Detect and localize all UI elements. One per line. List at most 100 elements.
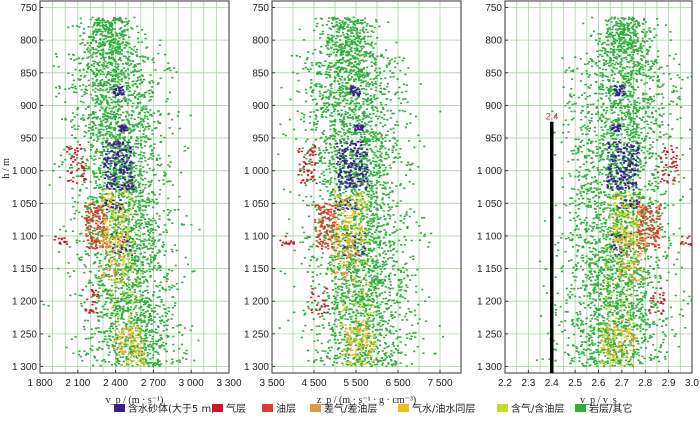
point-gas — [91, 301, 94, 303]
point-rock — [396, 292, 399, 295]
point-oil — [92, 212, 95, 215]
point-gwow — [126, 191, 129, 193]
point-water — [118, 141, 121, 144]
point-rock — [75, 91, 78, 94]
point-rock — [115, 33, 118, 35]
point-rock — [303, 113, 306, 116]
point-rock — [91, 97, 94, 99]
point-rock — [103, 24, 106, 27]
point-rock — [92, 233, 95, 235]
point-rock — [144, 311, 147, 313]
point-rock — [326, 68, 329, 70]
point-rock — [140, 161, 143, 163]
point-rock — [352, 243, 355, 246]
point-rock — [165, 328, 168, 331]
point-rock — [127, 144, 130, 146]
point-rock — [123, 209, 127, 211]
point-rock — [101, 305, 104, 308]
point-rock — [97, 46, 100, 48]
point-rock — [356, 199, 359, 201]
point-rock — [158, 157, 162, 160]
point-gas — [92, 310, 95, 312]
point-rock — [71, 187, 74, 190]
point-rock — [164, 324, 167, 326]
point-rock — [318, 208, 321, 210]
point-water — [125, 185, 128, 187]
point-rock — [354, 175, 357, 178]
point-rock — [342, 164, 345, 167]
point-rock — [168, 155, 171, 157]
point-rock — [130, 285, 133, 287]
point-rock — [87, 126, 91, 129]
point-gwow — [138, 334, 141, 337]
point-rock — [106, 35, 109, 37]
point-water — [112, 154, 115, 156]
point-water — [123, 171, 126, 174]
point-rock — [125, 99, 128, 101]
point-rock — [113, 83, 116, 86]
point-rock — [106, 80, 109, 83]
point-gasoil — [109, 296, 112, 299]
point-rock — [97, 82, 100, 85]
point-rock — [127, 166, 130, 169]
point-rock — [135, 319, 138, 322]
point-rock — [94, 76, 97, 78]
point-rock — [134, 256, 137, 258]
point-rock — [107, 177, 110, 179]
point-gasoil — [129, 253, 132, 255]
point-rock — [92, 364, 95, 367]
point-gwow — [133, 337, 136, 339]
point-gwow — [107, 198, 110, 200]
point-rock — [135, 238, 138, 240]
point-rock — [373, 69, 377, 72]
point-rock — [80, 305, 83, 307]
point-rock — [339, 285, 342, 288]
point-rock — [146, 125, 149, 128]
point-rock — [125, 85, 129, 87]
point-rock — [364, 116, 367, 119]
point-rock — [135, 164, 138, 167]
point-rock — [136, 37, 140, 40]
point-rock — [70, 155, 73, 157]
point-rock — [97, 138, 100, 140]
point-rock — [125, 141, 128, 143]
point-rock — [102, 171, 105, 174]
point-rock — [149, 109, 152, 111]
point-rock — [141, 362, 144, 364]
point-rock — [122, 34, 125, 36]
point-rock — [423, 233, 426, 236]
point-gas — [79, 175, 83, 177]
point-rock — [111, 35, 114, 38]
point-rock — [110, 87, 113, 90]
point-rock — [96, 29, 99, 31]
point-gas — [80, 166, 84, 168]
point-rock — [119, 356, 122, 358]
point-rock — [129, 152, 132, 155]
point-rock — [93, 73, 96, 76]
point-rock — [78, 211, 81, 214]
point-rock — [104, 288, 107, 291]
point-oil — [89, 208, 92, 211]
point-rock — [124, 265, 127, 267]
point-rock — [114, 31, 117, 34]
point-rock — [363, 165, 366, 168]
point-rock — [162, 325, 165, 327]
point-rock — [110, 364, 113, 366]
point-rock — [134, 142, 137, 145]
point-rock — [145, 105, 148, 107]
point-rock — [132, 308, 135, 311]
point-rock — [87, 116, 90, 119]
point-rock — [120, 166, 123, 168]
point-rock — [71, 230, 75, 233]
point-rock — [168, 127, 171, 129]
point-gwow — [117, 354, 120, 356]
point-rock — [180, 343, 183, 346]
point-rock — [143, 344, 146, 346]
point-rock — [109, 63, 112, 65]
point-rock — [374, 131, 377, 134]
point-rock — [163, 171, 166, 174]
point-rock — [119, 293, 122, 295]
point-rock — [127, 363, 130, 366]
point-rock — [145, 135, 148, 137]
